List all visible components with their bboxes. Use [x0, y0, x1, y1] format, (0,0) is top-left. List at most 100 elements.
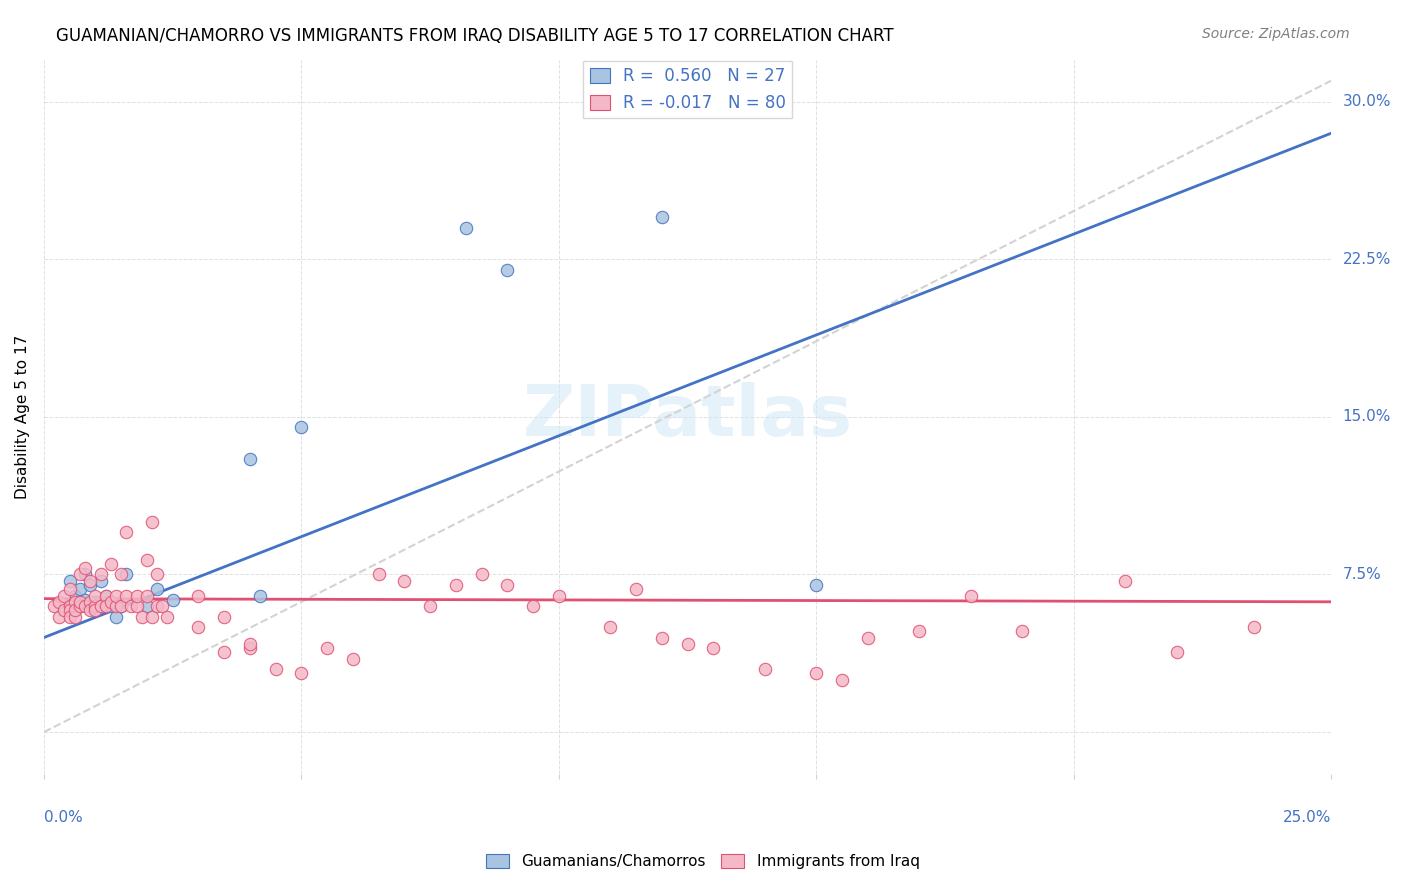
- Point: [100, 599, 122, 613]
- Point: [496, 262, 519, 277]
- Point: [290, 420, 312, 434]
- Point: [125, 599, 148, 613]
- Point: [135, 599, 157, 613]
- Point: [342, 651, 364, 665]
- Point: [444, 578, 467, 592]
- Point: [75, 599, 97, 613]
- Point: [59, 609, 82, 624]
- Point: [110, 599, 132, 613]
- Point: [104, 609, 127, 624]
- Legend: R =  0.560   N = 27, R = -0.017   N = 80: R = 0.560 N = 27, R = -0.017 N = 80: [583, 61, 793, 119]
- Point: [702, 641, 724, 656]
- Point: [471, 567, 494, 582]
- Point: [187, 620, 209, 634]
- Point: [59, 574, 82, 588]
- Point: [522, 599, 544, 613]
- Point: [1011, 624, 1033, 639]
- Y-axis label: Disability Age 5 to 17: Disability Age 5 to 17: [15, 334, 30, 499]
- Point: [69, 582, 91, 597]
- Text: 25.0%: 25.0%: [1284, 810, 1331, 825]
- Point: [59, 582, 82, 597]
- Legend: Guamanians/Chamorros, Immigrants from Iraq: Guamanians/Chamorros, Immigrants from Ir…: [481, 848, 925, 875]
- Point: [908, 624, 931, 639]
- Point: [63, 609, 86, 624]
- Point: [115, 589, 138, 603]
- Point: [84, 599, 107, 613]
- Point: [79, 595, 101, 609]
- Text: 30.0%: 30.0%: [1343, 95, 1391, 109]
- Point: [100, 557, 122, 571]
- Point: [69, 599, 91, 613]
- Point: [146, 567, 169, 582]
- Point: [59, 599, 82, 613]
- Point: [110, 567, 132, 582]
- Point: [141, 515, 163, 529]
- Point: [212, 609, 235, 624]
- Point: [53, 603, 76, 617]
- Point: [63, 603, 86, 617]
- Point: [367, 567, 389, 582]
- Text: 15.0%: 15.0%: [1343, 409, 1391, 425]
- Point: [100, 595, 122, 609]
- Point: [856, 631, 879, 645]
- Point: [135, 553, 157, 567]
- Point: [84, 603, 107, 617]
- Point: [104, 599, 127, 613]
- Point: [156, 609, 179, 624]
- Point: [419, 599, 441, 613]
- Point: [146, 582, 169, 597]
- Point: [79, 599, 101, 613]
- Text: GUAMANIAN/CHAMORRO VS IMMIGRANTS FROM IRAQ DISABILITY AGE 5 TO 17 CORRELATION CH: GUAMANIAN/CHAMORRO VS IMMIGRANTS FROM IR…: [56, 27, 894, 45]
- Text: 22.5%: 22.5%: [1343, 252, 1391, 267]
- Point: [162, 592, 184, 607]
- Point: [394, 574, 416, 588]
- Point: [110, 599, 132, 613]
- Point: [63, 589, 86, 603]
- Point: [249, 589, 271, 603]
- Text: Source: ZipAtlas.com: Source: ZipAtlas.com: [1202, 27, 1350, 41]
- Point: [115, 567, 138, 582]
- Point: [84, 589, 107, 603]
- Point: [104, 589, 127, 603]
- Point: [69, 599, 91, 613]
- Point: [831, 673, 853, 687]
- Point: [79, 578, 101, 592]
- Point: [651, 631, 673, 645]
- Point: [90, 574, 112, 588]
- Point: [44, 599, 66, 613]
- Point: [599, 620, 621, 634]
- Point: [90, 599, 112, 613]
- Point: [94, 589, 117, 603]
- Point: [239, 641, 262, 656]
- Point: [239, 451, 262, 466]
- Point: [79, 603, 101, 617]
- Text: 0.0%: 0.0%: [44, 810, 83, 825]
- Point: [79, 574, 101, 588]
- Point: [75, 561, 97, 575]
- Point: [59, 599, 82, 613]
- Point: [290, 666, 312, 681]
- Point: [94, 599, 117, 613]
- Point: [84, 595, 107, 609]
- Point: [131, 609, 153, 624]
- Point: [115, 525, 138, 540]
- Point: [676, 637, 699, 651]
- Point: [90, 567, 112, 582]
- Point: [141, 609, 163, 624]
- Point: [187, 589, 209, 603]
- Point: [63, 595, 86, 609]
- Point: [69, 595, 91, 609]
- Point: [754, 662, 776, 676]
- Point: [239, 637, 262, 651]
- Text: ZIPatlas: ZIPatlas: [523, 383, 852, 451]
- Point: [53, 589, 76, 603]
- Text: 7.5%: 7.5%: [1343, 567, 1381, 582]
- Point: [48, 595, 70, 609]
- Point: [212, 645, 235, 659]
- Point: [75, 567, 97, 582]
- Point: [120, 599, 142, 613]
- Point: [150, 599, 173, 613]
- Point: [125, 589, 148, 603]
- Point: [806, 578, 828, 592]
- Point: [548, 589, 571, 603]
